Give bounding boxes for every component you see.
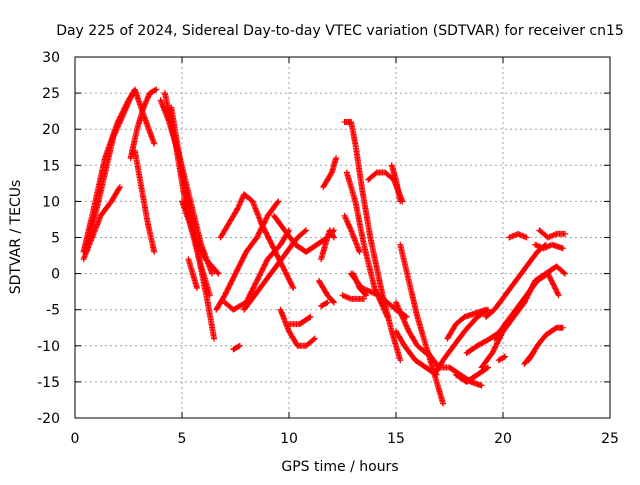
x-tick-label: 0 [71,431,80,447]
series-arc-12 [213,198,282,313]
x-tick-label: 5 [178,431,187,447]
series-arc-39 [478,263,569,371]
data-point-marks [339,292,367,302]
y-tick-label: 10 [42,194,60,210]
data-point-marks [179,198,222,277]
y-tick-label: 0 [51,267,60,283]
data-point-marks [393,299,429,356]
series-arc-18 [286,313,314,328]
data-point-marks [286,313,314,328]
series-arc-37 [452,364,491,385]
series-arc-5 [131,147,158,255]
series-arc-15 [241,227,310,313]
series-arc-9 [179,198,222,277]
series-arc-13 [221,227,292,313]
data-point-marks [495,353,509,364]
data-point-marks [491,270,562,342]
series-arc-17 [277,306,318,349]
y-tick-label: 15 [42,158,60,174]
data-point-marks [350,270,369,299]
series-arc-40 [482,241,549,320]
series-arc-23 [341,119,404,364]
grid-layer [75,57,610,418]
y-axis-label: SDTVAR / TECUs [8,180,24,295]
x-tick-label: 20 [494,431,512,447]
series-arc-26 [339,292,367,302]
y-tick-label: -20 [37,411,60,427]
data-point-marks [318,299,331,310]
data-point-marks [393,328,440,378]
data-point-marks [318,227,337,263]
data-point-marks [277,306,318,349]
series-arc-43 [532,241,566,252]
series-arc-8 [168,104,218,342]
x-axis-label: GPS time / hours [281,459,398,475]
series-arc-25 [341,212,363,255]
series-arc-28 [350,270,369,299]
series-arc-14 [230,342,243,353]
series-arc-47 [495,353,509,364]
series-arc-10 [185,256,200,291]
series-arc-32 [397,241,447,407]
y-tick-label: 30 [42,50,60,66]
data-point-marks [80,184,123,263]
data-point-marks [316,277,337,306]
data-point-marks [241,227,310,313]
data-point-marks [230,342,243,353]
data-point-marks [388,162,404,205]
series-arc-41 [491,270,562,342]
series-arc-33 [393,328,440,378]
y-tick-label: 25 [42,86,60,102]
series-arc-42 [506,230,530,241]
series-arc-30 [388,162,404,205]
y-tick-label: 5 [51,231,60,247]
series-arc-21 [318,227,337,263]
y-tick-label: 20 [42,122,60,138]
data-point-marks [168,104,218,342]
data-point-marks [213,198,282,313]
chart-title: Day 225 of 2024, Sidereal Day-to-day VTE… [56,23,624,39]
series-arc-2 [84,90,136,248]
data-point-marks [452,364,491,385]
data-point-marks [84,90,136,248]
series-arc-22 [320,155,340,190]
data-point-marks [444,306,489,342]
x-tick-label: 25 [601,431,619,447]
data-point-marks [506,230,530,241]
series-arc-46 [521,350,536,367]
y-tick-label: -15 [37,375,60,391]
data-point-marks [341,212,363,255]
data-point-marks [521,350,536,367]
series-arc-20 [318,299,331,310]
series-arc-36 [444,306,489,342]
data-point-marks [185,256,200,291]
data-point-marks [532,241,566,252]
data-point-marks [131,147,158,255]
x-tick-label: 10 [280,431,298,447]
ticks-layer: 0 5 10 15 20 25 -20 -15 -10 -5 0 5 10 15 20 25 30 [37,50,619,447]
y-tick-label: -10 [37,339,60,355]
series-arc-19 [316,277,337,306]
series-arc-3 [80,184,123,263]
series-arc-31 [393,299,429,356]
x-tick-label: 15 [387,431,405,447]
data-point-marks [482,241,549,320]
series-arc-44 [536,227,569,241]
series-arc-24 [343,169,391,320]
data-point-marks [343,169,391,320]
data-point-marks [478,263,569,371]
data-point-marks [397,241,447,407]
data-point-marks [320,155,340,190]
data-point-marks [341,119,404,364]
y-tick-label: -5 [46,303,60,319]
data-points-layer [80,86,569,407]
data-point-marks [536,227,569,241]
data-point-marks [221,227,292,313]
